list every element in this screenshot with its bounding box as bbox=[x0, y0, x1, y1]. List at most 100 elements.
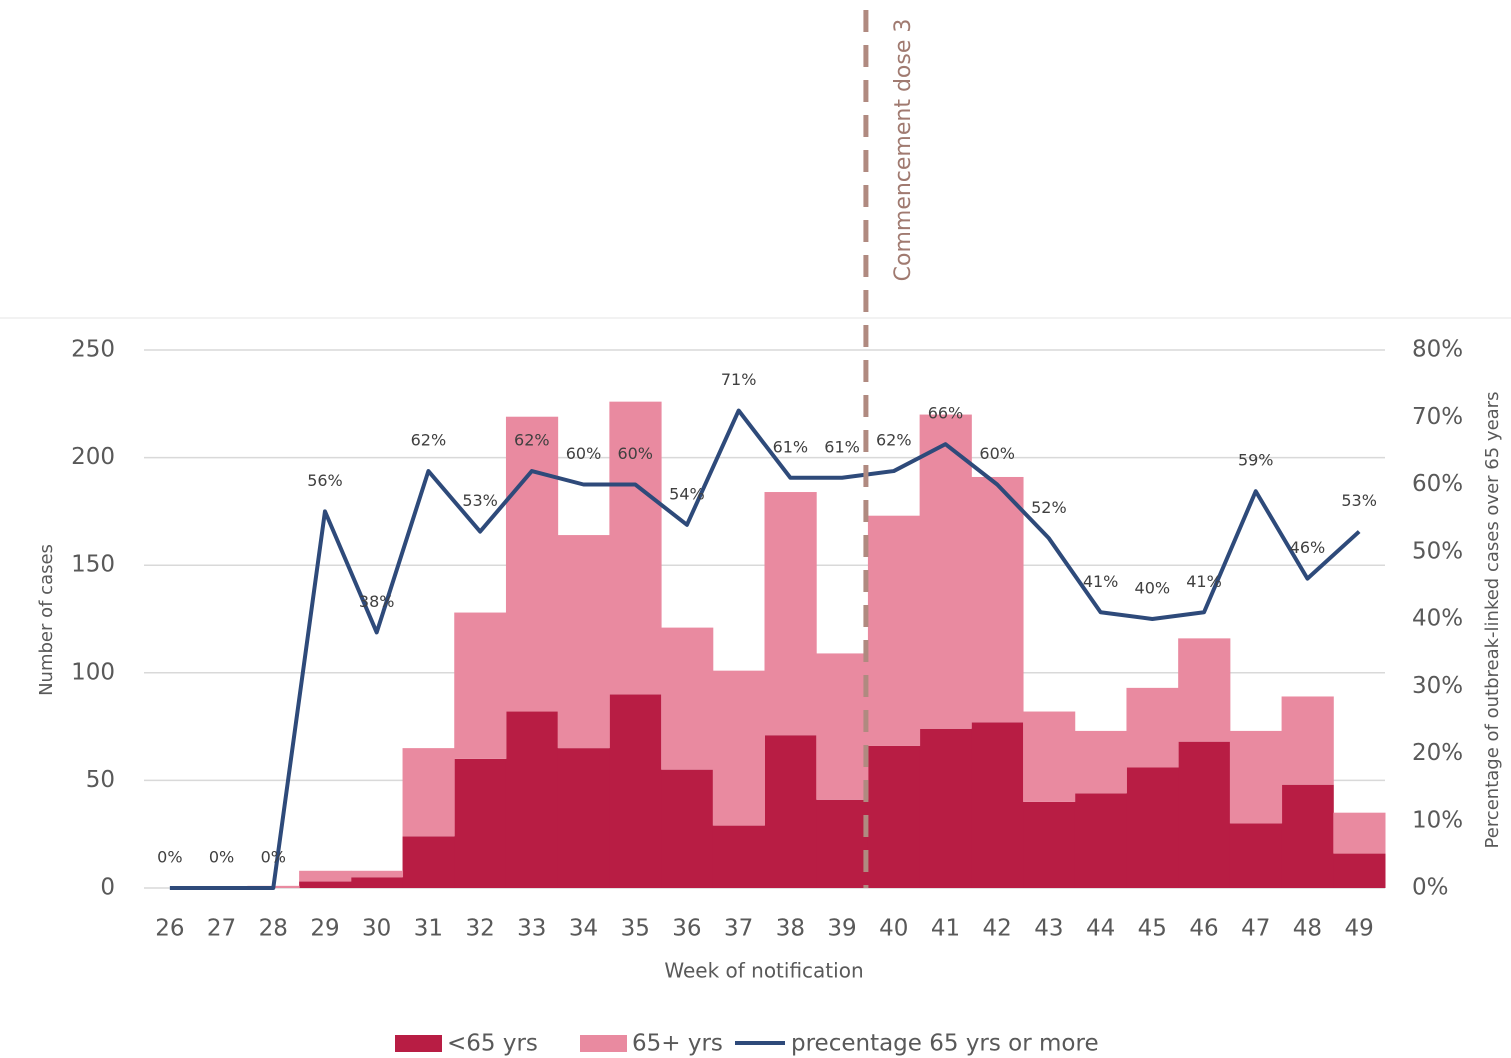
y-tick-label: 100 bbox=[71, 659, 115, 685]
y-tick-label: 0 bbox=[100, 875, 115, 901]
x-tick-label: 27 bbox=[207, 916, 236, 942]
bar bbox=[1281, 784, 1334, 888]
bar bbox=[1126, 767, 1179, 888]
y2-tick-label: 30% bbox=[1412, 673, 1463, 699]
x-tick-label: 35 bbox=[621, 916, 650, 942]
bar bbox=[661, 627, 714, 770]
legend-label: 65+ yrs bbox=[632, 1031, 723, 1057]
bar bbox=[454, 612, 507, 759]
y2-tick-label: 80% bbox=[1412, 337, 1463, 363]
legend-label: <65 yrs bbox=[447, 1031, 538, 1057]
bar bbox=[1178, 741, 1231, 888]
data-label: 60% bbox=[617, 444, 653, 463]
data-label: 66% bbox=[928, 404, 964, 423]
y2-tick-label: 10% bbox=[1412, 807, 1463, 833]
y2-tick-label: 0% bbox=[1412, 875, 1449, 901]
x-tick-label: 40 bbox=[879, 916, 908, 942]
bar bbox=[971, 476, 1024, 723]
data-label: 59% bbox=[1238, 451, 1274, 470]
bar bbox=[350, 877, 404, 888]
data-label: 60% bbox=[979, 444, 1015, 463]
bar bbox=[867, 515, 921, 746]
x-tick-label: 46 bbox=[1189, 916, 1218, 942]
legend-swatch bbox=[580, 1035, 627, 1052]
bar bbox=[557, 535, 610, 749]
bar bbox=[299, 881, 352, 888]
y2-tick-label: 50% bbox=[1412, 538, 1463, 564]
data-label: 0% bbox=[157, 848, 182, 867]
bar bbox=[712, 670, 765, 826]
x-tick-label: 33 bbox=[517, 916, 546, 942]
bar bbox=[609, 694, 662, 888]
y-tick-label: 50 bbox=[86, 767, 115, 793]
data-label: 54% bbox=[669, 484, 705, 503]
x-tick-label: 44 bbox=[1086, 916, 1115, 942]
data-label: 62% bbox=[411, 431, 447, 450]
data-label: 56% bbox=[307, 471, 343, 490]
y2-tick-label: 40% bbox=[1412, 606, 1463, 632]
legend-label: precentage 65 yrs or more bbox=[791, 1031, 1099, 1057]
x-tick-label: 41 bbox=[931, 916, 960, 942]
bar bbox=[609, 401, 662, 695]
data-label: 61% bbox=[824, 437, 860, 456]
bar bbox=[712, 825, 765, 888]
bar bbox=[764, 735, 817, 888]
x-tick-label: 36 bbox=[672, 916, 701, 942]
bar bbox=[1023, 711, 1076, 802]
y-tick-label: 150 bbox=[71, 552, 115, 578]
y-axis-title: Number of cases bbox=[36, 544, 57, 696]
legend-swatch bbox=[395, 1035, 442, 1052]
x-tick-label: 32 bbox=[465, 916, 494, 942]
x-axis-title: Week of notification bbox=[664, 959, 863, 983]
x-tick-label: 28 bbox=[259, 916, 288, 942]
bar bbox=[867, 745, 921, 888]
data-label: 38% bbox=[359, 592, 395, 611]
y-tick-label: 200 bbox=[71, 444, 115, 470]
y2-tick-label: 20% bbox=[1412, 740, 1463, 766]
bar bbox=[402, 748, 455, 837]
data-label: 0% bbox=[261, 848, 286, 867]
x-tick-label: 39 bbox=[827, 916, 856, 942]
bar bbox=[1229, 823, 1283, 888]
bar bbox=[971, 722, 1024, 888]
line bbox=[169, 408, 1361, 890]
bar bbox=[919, 728, 972, 888]
bar bbox=[505, 711, 559, 888]
bar bbox=[1333, 853, 1386, 888]
bar bbox=[1333, 812, 1386, 854]
data-label: 62% bbox=[876, 431, 912, 450]
bar bbox=[1074, 793, 1127, 888]
bar bbox=[919, 414, 972, 729]
data-label: 53% bbox=[1341, 491, 1377, 510]
data-label: 0% bbox=[209, 848, 234, 867]
data-label: 46% bbox=[1290, 538, 1326, 557]
bar bbox=[1126, 687, 1179, 768]
data-label: 62% bbox=[514, 431, 550, 450]
bar bbox=[402, 836, 455, 888]
bar bbox=[557, 748, 610, 888]
data-label: 52% bbox=[1031, 498, 1067, 517]
bar bbox=[1229, 730, 1283, 824]
annotation-text: Commencement dose 3 bbox=[891, 19, 916, 282]
x-tick-label: 48 bbox=[1293, 916, 1322, 942]
x-tick-label: 49 bbox=[1345, 916, 1374, 942]
bar bbox=[299, 870, 352, 882]
x-tick-label: 38 bbox=[776, 916, 805, 942]
data-label: 41% bbox=[1186, 572, 1222, 591]
x-tick-label: 43 bbox=[1034, 916, 1063, 942]
x-tick-label: 30 bbox=[362, 916, 391, 942]
x-tick-label: 26 bbox=[155, 916, 184, 942]
data-label: 41% bbox=[1083, 572, 1119, 591]
y2-axis-title: Percentage of outbreak-linked cases over… bbox=[1482, 392, 1503, 849]
data-label: 71% bbox=[721, 370, 757, 389]
bar bbox=[350, 870, 404, 878]
data-label: 60% bbox=[566, 444, 602, 463]
x-tick-label: 45 bbox=[1138, 916, 1167, 942]
data-label: 61% bbox=[773, 437, 809, 456]
x-tick-label: 29 bbox=[310, 916, 339, 942]
x-tick-label: 47 bbox=[1241, 916, 1270, 942]
bar bbox=[764, 492, 817, 736]
bar bbox=[1074, 730, 1127, 794]
x-tick-label: 37 bbox=[724, 916, 753, 942]
